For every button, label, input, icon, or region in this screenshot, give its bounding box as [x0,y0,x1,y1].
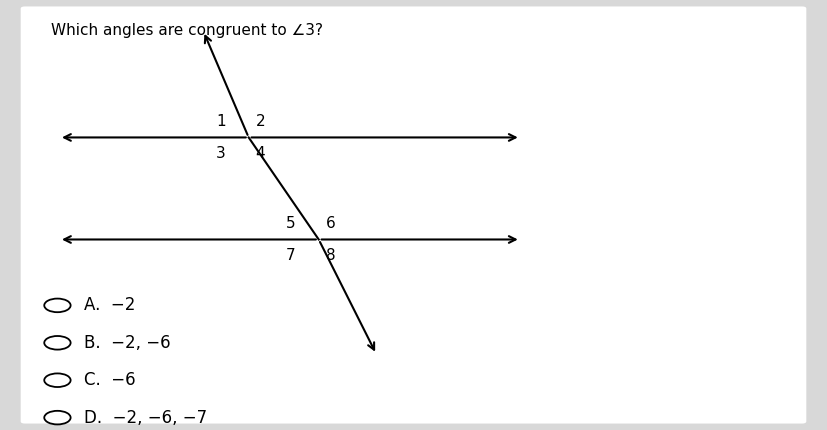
Text: Which angles are congruent to ∠3?: Which angles are congruent to ∠3? [50,23,323,38]
Text: D.  −2, −6, −7: D. −2, −6, −7 [84,408,207,427]
Text: 8: 8 [326,248,335,263]
Text: C.  −6: C. −6 [84,371,136,389]
Text: 5: 5 [286,216,295,231]
Text: 2: 2 [256,114,265,129]
Text: A.  −2: A. −2 [84,296,135,314]
Text: 7: 7 [286,248,295,263]
Text: 6: 6 [326,216,336,231]
Text: 3: 3 [216,146,226,161]
Text: B.  −2, −6: B. −2, −6 [84,334,170,352]
Text: 1: 1 [216,114,226,129]
Text: 4: 4 [256,146,265,161]
